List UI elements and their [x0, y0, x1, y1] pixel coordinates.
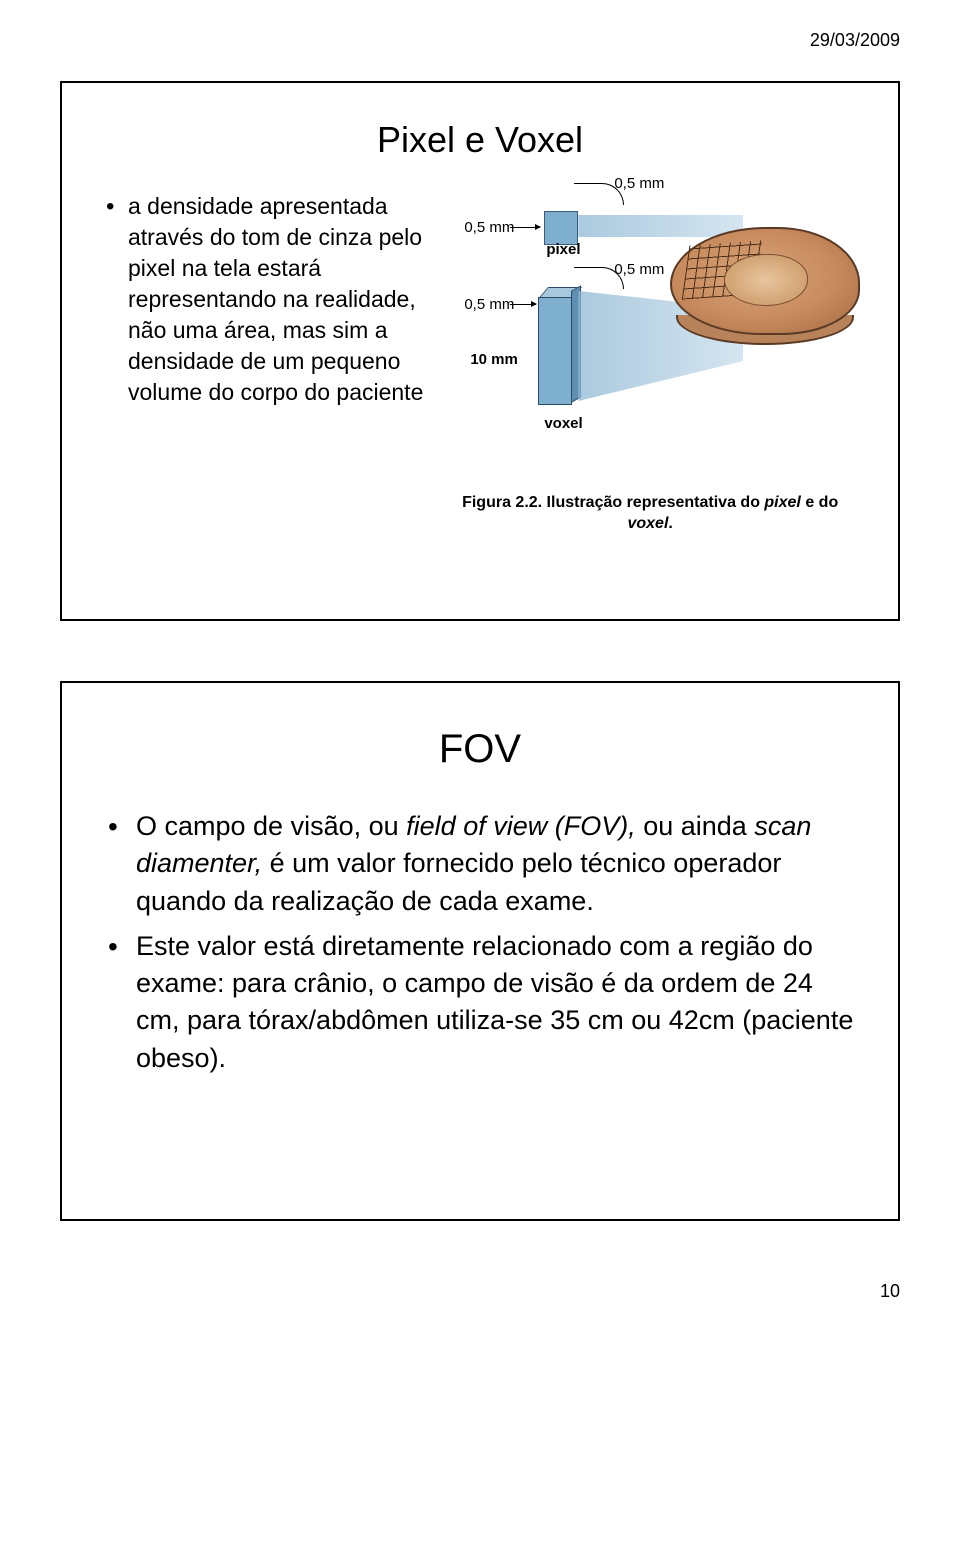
- caption-mid: e do: [801, 494, 838, 511]
- slide1-figure: 0,5 mm 0,5 mm pixel 0,5 mm 0,5 mm 10 mm: [446, 191, 854, 535]
- pixel-voxel-diagram: 0,5 mm 0,5 mm pixel 0,5 mm 0,5 mm 10 mm: [446, 191, 854, 481]
- voxel-dim-top: 0,5 mm: [614, 261, 664, 278]
- pixel-square-icon: [544, 211, 578, 245]
- slide1-text-block: a densidade apresentada através do tom d…: [106, 191, 426, 535]
- pixel-label: pixel: [546, 241, 580, 258]
- slide1-title: Pixel e Voxel: [106, 119, 854, 161]
- arrow-icon: [510, 304, 536, 305]
- slide2-bullet-2: Este valor está diretamente relacionado …: [106, 928, 854, 1077]
- voxel-depth-label: 10 mm: [470, 351, 518, 368]
- caption-voxel: voxel: [627, 515, 668, 532]
- voxel-dim-left: 0,5 mm: [464, 296, 514, 313]
- b1-it1: field of view (FOV),: [406, 811, 643, 841]
- figure-caption: Figura 2.2. Ilustração representativa do…: [446, 493, 854, 535]
- slide-fov: FOV O campo de visão, ou field of view (…: [60, 681, 900, 1221]
- page-number: 10: [60, 1281, 900, 1302]
- pixel-dim-top: 0,5 mm: [614, 175, 664, 192]
- voxel-cube-icon: [538, 287, 580, 407]
- slide-pixel-voxel: Pixel e Voxel a densidade apresentada at…: [60, 81, 900, 621]
- slide2-bullet-1: O campo de visão, ou field of view (FOV)…: [106, 808, 854, 920]
- pixel-dim-left: 0,5 mm: [464, 219, 514, 236]
- header-date: 29/03/2009: [60, 30, 900, 51]
- caption-pixel: pixel: [764, 494, 800, 511]
- b1-pre: O campo de visão, ou: [136, 811, 406, 841]
- arrow-icon: [510, 227, 540, 228]
- caption-suffix: .: [668, 515, 672, 532]
- b1-mid1: ou ainda: [643, 811, 754, 841]
- caption-prefix: Figura 2.2. Ilustração representativa do: [462, 494, 764, 511]
- organ-cross-section-icon: [670, 227, 860, 357]
- voxel-label: voxel: [544, 415, 582, 432]
- slide1-bullet: a densidade apresentada através do tom d…: [106, 191, 426, 408]
- slide2-title: FOV: [106, 727, 854, 772]
